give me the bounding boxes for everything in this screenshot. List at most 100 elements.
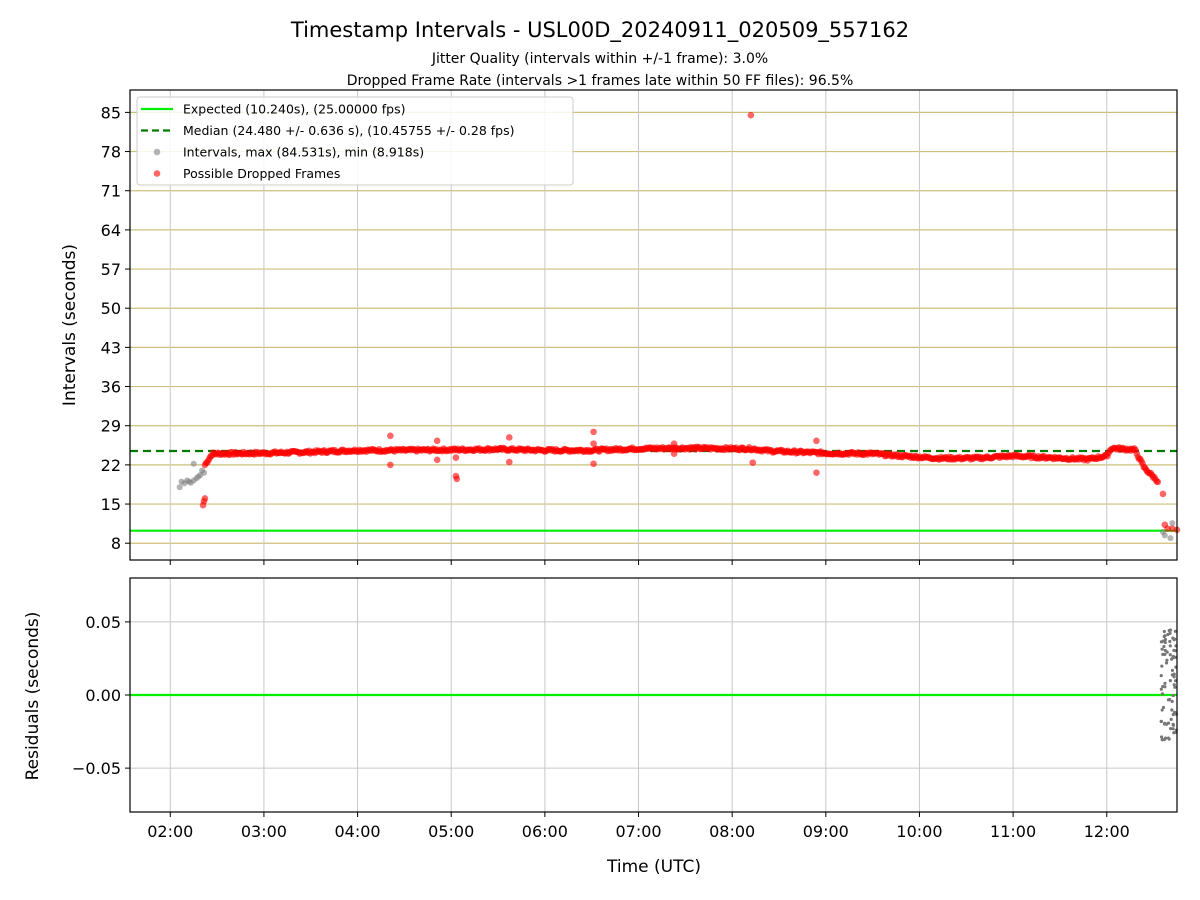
legend-label: Possible Dropped Frames <box>183 166 340 181</box>
legend-label: Median (24.480 +/- 0.636 s), (10.45755 +… <box>183 123 514 138</box>
residual-point <box>1169 717 1173 722</box>
residual-point <box>1170 673 1174 677</box>
residual-point <box>1163 685 1167 689</box>
residual-point <box>1165 650 1169 654</box>
residual-point <box>1163 736 1168 740</box>
residual-point <box>1163 637 1168 642</box>
dropped-frame-point <box>590 440 597 447</box>
dropped-frame-point <box>387 432 394 440</box>
residual-point <box>1162 629 1166 634</box>
interval-point <box>1161 532 1168 539</box>
residual-point <box>1162 634 1166 639</box>
residual-point <box>1173 685 1177 689</box>
bottom-y-axis-label: Residuals (seconds) <box>23 612 43 781</box>
dropped-frame-point <box>505 458 513 466</box>
residual-point <box>1163 681 1167 686</box>
dropped-frame-point <box>433 437 441 445</box>
residual-point <box>1169 727 1173 731</box>
residual-point <box>1172 648 1176 652</box>
top-plot-frame <box>129 89 1178 561</box>
residual-point <box>1160 664 1164 668</box>
interval-point <box>190 460 197 467</box>
chart-subtitle-2: Dropped Frame Rate (intervals >1 frames … <box>347 73 854 89</box>
y-tick-label: 64 <box>101 221 121 240</box>
dropped-frame-point <box>1159 490 1167 498</box>
dropped-frame-point <box>590 428 597 436</box>
dropped-frame-point <box>199 501 207 509</box>
y-tick-label: 50 <box>101 299 121 318</box>
residual-point <box>1159 719 1163 724</box>
residual-point <box>1171 693 1175 698</box>
x-tick-label: 12:00 <box>1084 822 1130 841</box>
residual-point <box>1159 687 1163 691</box>
y-tick-label: 29 <box>101 417 121 436</box>
dropped-frame-point <box>590 460 597 468</box>
top-y-axis-label: Intervals (seconds) <box>60 244 80 406</box>
residual-point <box>1171 727 1175 731</box>
residual-point <box>1168 698 1172 702</box>
dropped-frame-point <box>813 469 820 477</box>
residual-point <box>1160 692 1165 696</box>
x-tick-label: 03:00 <box>241 822 287 841</box>
y-tick-label: 85 <box>101 103 121 122</box>
legend-label: Intervals, max (84.531s), min (8.918s) <box>183 145 424 160</box>
dropped-frame-point <box>813 437 820 445</box>
residual-point <box>1161 652 1165 656</box>
dropped-frame-point <box>201 495 209 502</box>
x-tick-label: 10:00 <box>896 822 942 841</box>
dropped-frame-point <box>747 111 755 119</box>
y-tick-label: 36 <box>101 378 121 397</box>
residual-point <box>1162 644 1166 649</box>
residuals-plot: 0.05 0.00 −0.05 02:00 03:00 04:00 05:00 06:00 07… <box>72 577 1179 841</box>
residual-point <box>1168 639 1172 644</box>
x-tick-label: 08:00 <box>709 822 755 841</box>
dropped-frame-point <box>1154 478 1162 486</box>
y-tick-label: 57 <box>101 260 121 279</box>
residual-point <box>1168 653 1172 657</box>
x-tick-label: 02:00 <box>147 822 193 841</box>
residual-point <box>1168 631 1172 635</box>
x-tick-label: 04:00 <box>335 822 381 841</box>
residual-point <box>1159 735 1164 739</box>
y-tick-label: 15 <box>101 495 121 514</box>
y-tick-label: 71 <box>101 182 121 201</box>
dropped-frame-point <box>452 454 460 461</box>
residual-point <box>1168 644 1172 648</box>
residual-point <box>1168 679 1172 683</box>
legend-swatch-marker <box>153 148 161 156</box>
y-tick-label: 8 <box>111 534 121 553</box>
interval-point <box>200 469 207 476</box>
y-tick-label: 22 <box>101 456 121 475</box>
legend-swatch-marker <box>153 170 161 177</box>
residual-point <box>1160 708 1164 712</box>
interval-point <box>176 484 183 491</box>
residual-point <box>1165 658 1169 662</box>
residual-point <box>1172 731 1176 735</box>
y-tick-label: 43 <box>101 338 121 357</box>
x-axis-label: Time (UTC) <box>606 857 701 877</box>
dropped-frame-point <box>433 456 441 464</box>
residual-point <box>1173 629 1177 633</box>
residual-point <box>1172 683 1176 687</box>
chart-title: Timestamp Intervals - USL00D_20240911_02… <box>290 18 909 43</box>
residual-point <box>1170 708 1174 712</box>
residual-point <box>1159 673 1163 678</box>
residual-point <box>1173 679 1178 683</box>
x-tick-label: 06:00 <box>522 822 568 841</box>
residual-point <box>1161 639 1165 643</box>
dropped-frame-point <box>387 461 394 469</box>
residual-point <box>1171 723 1176 727</box>
residual-point <box>1170 668 1175 672</box>
legend-box <box>136 96 574 186</box>
dropped-frame-point <box>505 434 513 441</box>
residual-point <box>1170 699 1174 704</box>
dropped-frame-point <box>749 459 757 466</box>
dropped-frame-point <box>453 475 461 483</box>
y-tick-label: 0.00 <box>85 686 121 705</box>
x-tick-label: 09:00 <box>803 822 849 841</box>
x-tick-label: 07:00 <box>615 822 661 841</box>
residual-point <box>1168 628 1173 632</box>
dropped-frame-point <box>670 450 678 457</box>
dropped-frame-point <box>670 440 678 447</box>
